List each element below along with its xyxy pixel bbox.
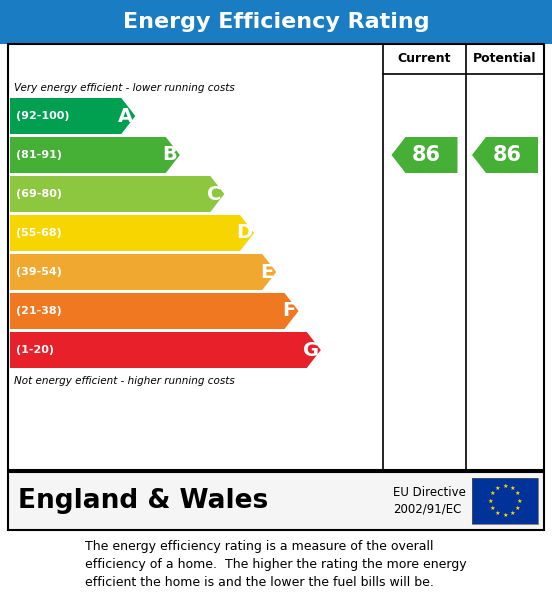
Text: C: C bbox=[208, 185, 222, 204]
Polygon shape bbox=[10, 137, 180, 173]
Text: Potential: Potential bbox=[473, 53, 537, 66]
Text: ★: ★ bbox=[502, 513, 508, 518]
Text: ★: ★ bbox=[509, 485, 515, 491]
Text: ★: ★ bbox=[515, 491, 521, 496]
Bar bbox=[472, 478, 538, 524]
Bar bbox=[8, 44, 544, 470]
Text: Energy Efficiency Rating: Energy Efficiency Rating bbox=[123, 12, 429, 32]
Text: E: E bbox=[260, 262, 273, 281]
Bar bbox=[8, 472, 544, 530]
Text: ★: ★ bbox=[502, 484, 508, 489]
Polygon shape bbox=[10, 215, 254, 251]
Text: EU Directive: EU Directive bbox=[393, 487, 466, 500]
Bar bbox=[8, 44, 544, 470]
Text: B: B bbox=[163, 145, 177, 164]
Text: ★: ★ bbox=[495, 511, 501, 516]
Text: (69-80): (69-80) bbox=[16, 189, 62, 199]
Text: England & Wales: England & Wales bbox=[18, 488, 268, 514]
Polygon shape bbox=[10, 98, 135, 134]
Text: A: A bbox=[118, 107, 133, 126]
Text: Not energy efficient - higher running costs: Not energy efficient - higher running co… bbox=[14, 376, 235, 386]
Text: 86: 86 bbox=[412, 145, 441, 165]
Text: (81-91): (81-91) bbox=[16, 150, 62, 160]
Text: (21-38): (21-38) bbox=[16, 306, 62, 316]
Polygon shape bbox=[472, 137, 538, 173]
Text: ★: ★ bbox=[517, 498, 523, 503]
Text: The energy efficiency rating is a measure of the overall
efficiency of a home.  : The energy efficiency rating is a measur… bbox=[85, 540, 467, 589]
Bar bbox=[0, 0, 552, 44]
Text: ★: ★ bbox=[495, 485, 501, 491]
Text: ★: ★ bbox=[487, 498, 493, 503]
Text: Very energy efficient - lower running costs: Very energy efficient - lower running co… bbox=[14, 83, 235, 93]
Text: F: F bbox=[282, 302, 295, 321]
Bar bbox=[8, 472, 544, 530]
Text: ★: ★ bbox=[490, 506, 495, 511]
Polygon shape bbox=[10, 293, 299, 329]
Text: (55-68): (55-68) bbox=[16, 228, 62, 238]
Text: ★: ★ bbox=[515, 506, 521, 511]
Polygon shape bbox=[10, 254, 277, 290]
Polygon shape bbox=[10, 176, 224, 212]
Text: (1-20): (1-20) bbox=[16, 345, 54, 355]
Text: Current: Current bbox=[398, 53, 451, 66]
Polygon shape bbox=[391, 137, 458, 173]
Text: G: G bbox=[303, 340, 319, 359]
Polygon shape bbox=[10, 332, 321, 368]
Text: 86: 86 bbox=[492, 145, 522, 165]
Text: ★: ★ bbox=[490, 491, 495, 496]
Text: (39-54): (39-54) bbox=[16, 267, 62, 277]
Text: 2002/91/EC: 2002/91/EC bbox=[393, 503, 461, 516]
Text: ★: ★ bbox=[509, 511, 515, 516]
Text: (92-100): (92-100) bbox=[16, 111, 70, 121]
Text: D: D bbox=[236, 224, 252, 243]
Bar bbox=[472, 478, 538, 524]
